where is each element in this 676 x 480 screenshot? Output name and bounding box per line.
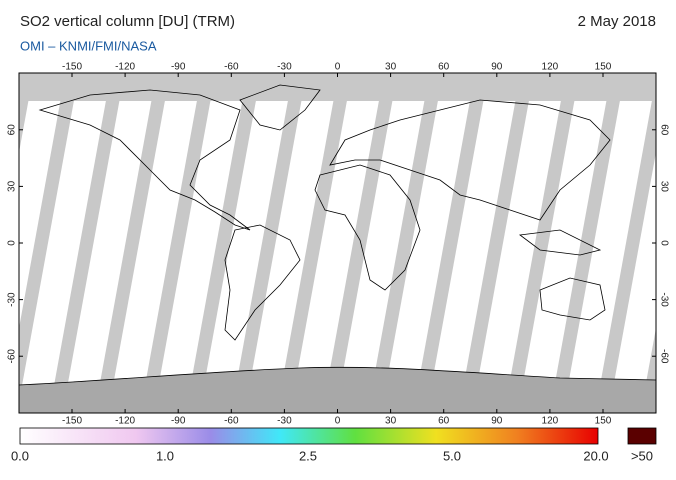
orbit-swaths [19, 73, 656, 413]
lat-label: 0 [7, 240, 18, 246]
lon-label: 60 [438, 416, 450, 427]
swath [563, 73, 656, 413]
lon-label: -60 [224, 416, 239, 427]
antarctica [19, 366, 656, 413]
map-ticks: -150 -150 -120 -120 -90 -90 -60 -60 -30 -30 0 0 30 30… [7, 62, 670, 427]
lon-label: 0 [335, 62, 341, 73]
lon-label: -150 [62, 62, 82, 73]
lat-label: -60 [7, 349, 18, 364]
swath [335, 73, 430, 413]
lat-label: -30 [658, 292, 669, 307]
swath [426, 73, 521, 413]
swath [290, 73, 384, 413]
coastlines [38, 84, 611, 341]
colorbar-label: 2.5 [299, 448, 317, 463]
date: 2 May 2018 [578, 13, 656, 30]
lon-label: -120 [115, 62, 135, 73]
swath [19, 73, 66, 328]
swath [608, 152, 656, 413]
lon-label: 150 [595, 416, 612, 427]
lat-label: 30 [658, 181, 669, 193]
lat-label: 30 [7, 180, 18, 192]
swath [153, 73, 248, 413]
lon-label: 120 [542, 62, 559, 73]
lat-label: 60 [658, 124, 669, 136]
colorbar-overflow [627, 427, 657, 445]
credit: OMI – KNMI/FMI/NASA [20, 38, 157, 53]
lon-label: 150 [595, 62, 612, 73]
swath [62, 73, 157, 413]
lon-label: 120 [542, 416, 559, 427]
lon-label: -30 [277, 416, 292, 427]
lon-label: 90 [491, 416, 503, 427]
lon-label: -150 [62, 416, 82, 427]
swath [108, 73, 202, 413]
lon-label: -60 [224, 62, 239, 73]
lon-label: -120 [115, 416, 135, 427]
overflow-label: >50 [631, 448, 653, 463]
lon-label: -90 [171, 416, 186, 427]
lat-label: -60 [658, 349, 669, 364]
colorbar [19, 427, 599, 445]
lat-label: 60 [7, 124, 18, 136]
swath [19, 73, 111, 413]
lon-label: -90 [171, 62, 186, 73]
lon-label: -30 [277, 62, 292, 73]
colorbar-label: 1.0 [156, 448, 174, 463]
swath [472, 73, 566, 413]
colorbar-label: 20.0 [583, 448, 608, 463]
lon-label: 90 [491, 62, 503, 73]
lon-label: 0 [335, 416, 341, 427]
swath [381, 73, 475, 413]
colorbar-label: 0.0 [11, 448, 29, 463]
lon-label: 30 [385, 62, 397, 73]
lat-label: 0 [658, 240, 669, 246]
title: SO2 vertical column [DU] (TRM) [20, 13, 235, 30]
polar-gap [19, 73, 656, 101]
lon-label: 60 [438, 62, 450, 73]
lon-label: 30 [385, 416, 397, 427]
swath [199, 73, 293, 413]
map-area [19, 73, 656, 413]
swath [517, 73, 612, 413]
lat-label: -30 [7, 292, 18, 307]
colorbar-label: 5.0 [443, 448, 461, 463]
